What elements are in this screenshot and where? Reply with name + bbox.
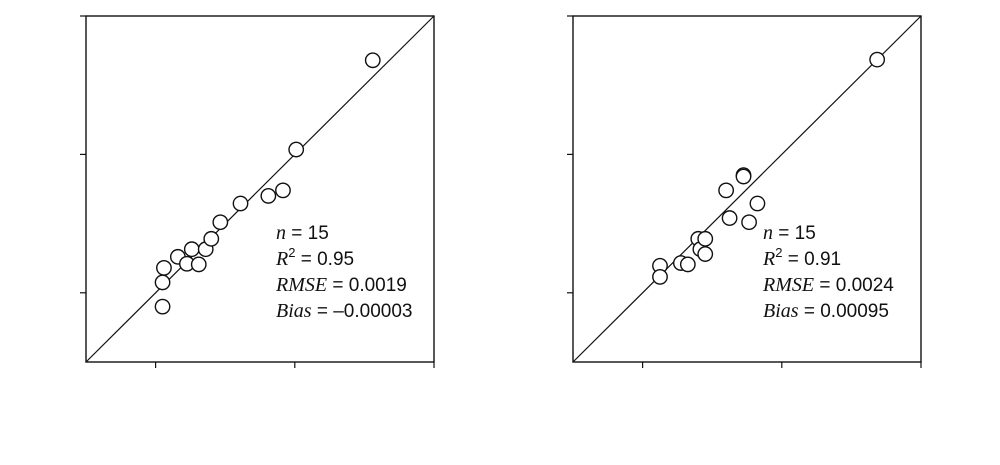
data-point [749, 195, 766, 212]
stat-r2: R2 = 0.91 [762, 245, 841, 270]
stat-bias: Bias = 0.00095 [763, 300, 889, 322]
stat-equals: = [782, 249, 804, 270]
plot-frame [85, 15, 435, 363]
stat-symbol: R [275, 248, 288, 270]
data-point [183, 241, 200, 258]
data-point [275, 182, 291, 199]
stat-symbol: n [276, 222, 286, 244]
stat-n: n = 15 [276, 222, 329, 244]
stat-n: n = 15 [763, 222, 816, 244]
stat-equals: = [295, 249, 317, 270]
one-to-one-line [85, 15, 435, 363]
stat-superscript: 2 [775, 245, 782, 260]
data-point [741, 214, 757, 231]
data-point [232, 195, 249, 212]
data-point [652, 268, 668, 285]
stat-equals: = [312, 301, 334, 322]
data-point [679, 256, 696, 273]
data-point [721, 210, 738, 226]
stat-value: 0.95 [317, 249, 354, 270]
data-point [203, 230, 220, 247]
data-point [156, 259, 172, 276]
stat-value: 15 [308, 223, 329, 244]
stat-value: 0.0019 [349, 275, 407, 296]
stat-symbol: Bias [276, 300, 312, 322]
data-point [260, 188, 277, 204]
data-point [364, 52, 381, 69]
data-point [190, 256, 207, 273]
data-point [154, 274, 171, 291]
stat-symbol: n [763, 222, 773, 244]
one-to-one-line [572, 15, 922, 363]
stat-equals: = [773, 223, 795, 244]
data-point [154, 298, 171, 315]
stat-rmse: RMSE = 0.0024 [762, 274, 894, 296]
stat-equals: = [286, 223, 308, 244]
data-point [718, 182, 735, 199]
stat-symbol: RMSE [762, 274, 814, 296]
data-point [697, 230, 714, 247]
stat-bias: Bias = –0.00003 [276, 300, 412, 322]
stat-value: –0.00003 [333, 301, 412, 322]
plot-frame [572, 15, 922, 363]
data-point [735, 168, 752, 185]
stat-symbol: RMSE [275, 274, 327, 296]
data-point [697, 246, 714, 262]
stat-value: 15 [795, 223, 816, 244]
stat-symbol: R [762, 248, 775, 270]
stat-equals: = [799, 301, 821, 322]
data-point [869, 51, 886, 68]
stat-value: 0.0024 [836, 275, 895, 296]
stat-rmse: RMSE = 0.0019 [275, 274, 407, 296]
stat-equals: = [327, 275, 349, 296]
stat-symbol: Bias [763, 300, 799, 322]
data-point [212, 214, 229, 231]
data-point [288, 141, 305, 158]
stat-value: 0.91 [804, 249, 841, 270]
stat-equals: = [814, 275, 836, 296]
stat-r2: R2 = 0.95 [275, 245, 354, 270]
stat-value: 0.00095 [820, 301, 889, 322]
stat-superscript: 2 [288, 245, 295, 260]
